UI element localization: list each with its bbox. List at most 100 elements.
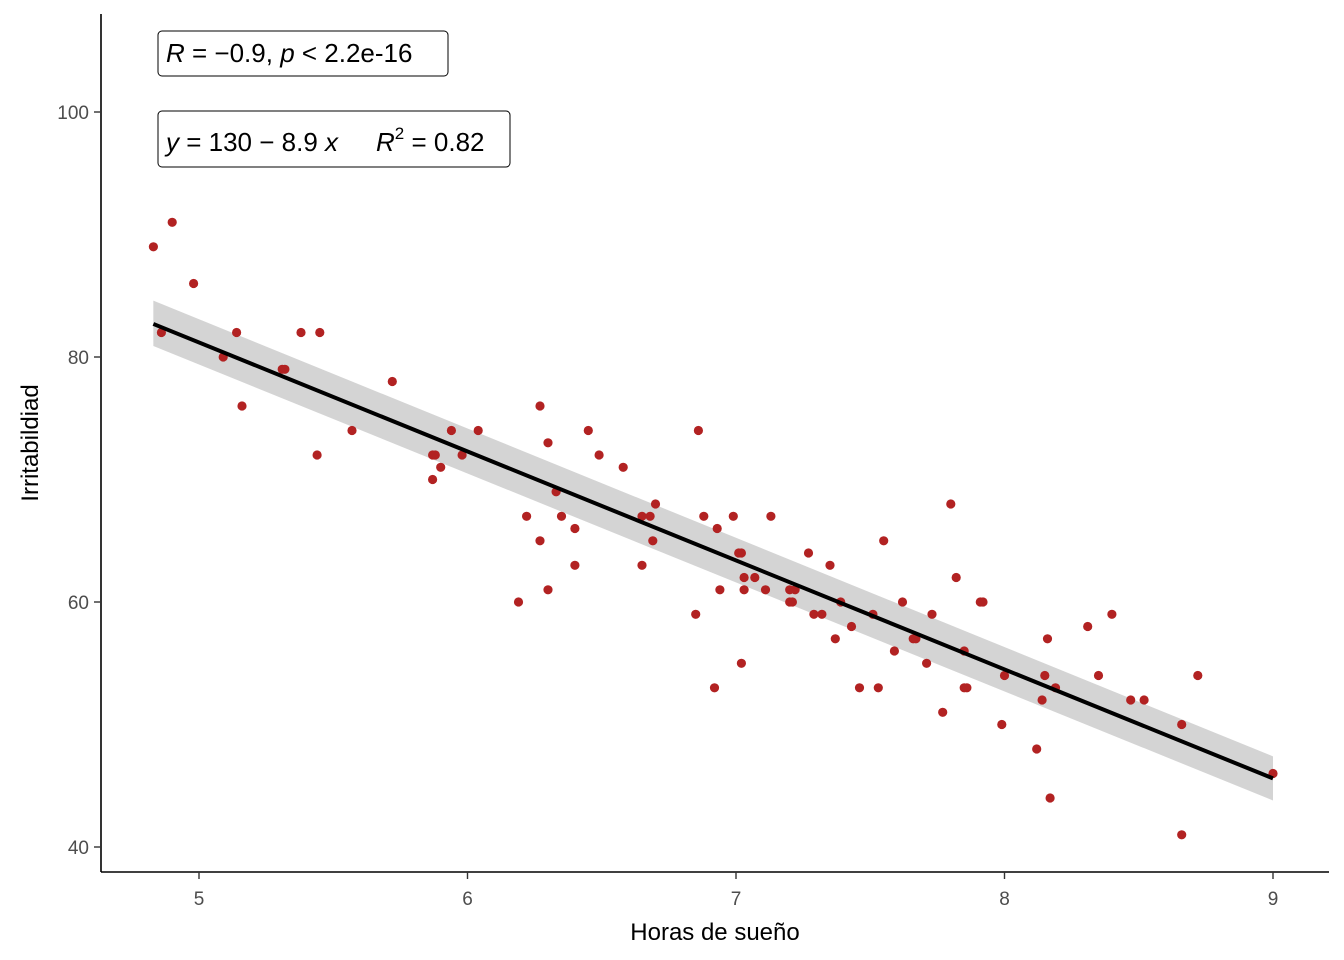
data-point bbox=[715, 585, 725, 595]
data-point bbox=[699, 511, 709, 521]
data-point bbox=[825, 560, 835, 570]
x-tick-label: 7 bbox=[731, 889, 742, 910]
data-point bbox=[347, 425, 357, 436]
eq-body: = 130 − 8.9 bbox=[179, 127, 325, 157]
equation-box bbox=[157, 110, 511, 168]
data-point bbox=[315, 327, 325, 338]
data-point bbox=[879, 536, 889, 546]
x-tick-label: 8 bbox=[999, 889, 1010, 910]
data-point bbox=[739, 572, 749, 583]
data-point bbox=[728, 511, 738, 521]
data-point bbox=[387, 376, 397, 387]
correlation-box bbox=[157, 30, 449, 77]
data-point bbox=[430, 450, 440, 460]
data-point bbox=[922, 658, 932, 668]
data-point bbox=[237, 401, 247, 411]
data-point bbox=[522, 511, 532, 521]
data-point bbox=[637, 511, 647, 521]
data-point bbox=[739, 585, 749, 595]
data-point bbox=[535, 536, 545, 546]
data-point bbox=[1177, 830, 1187, 840]
data-point bbox=[645, 511, 655, 521]
eq-r2-label: R bbox=[376, 127, 395, 157]
eq-r2-sup: 2 bbox=[395, 124, 404, 143]
data-point bbox=[736, 658, 747, 668]
data-point bbox=[1042, 634, 1053, 644]
x-ticks-layer: 5 6 7 8 9 bbox=[194, 872, 1279, 910]
data-point bbox=[803, 548, 814, 558]
data-points-layer bbox=[148, 217, 1278, 840]
data-point bbox=[736, 548, 747, 558]
data-point bbox=[962, 683, 972, 693]
data-point bbox=[951, 572, 961, 583]
data-point bbox=[938, 707, 948, 717]
x-tick-label: 5 bbox=[194, 889, 205, 910]
data-point bbox=[787, 597, 798, 607]
data-point bbox=[854, 683, 865, 693]
corr-p-value: < 2.2e-16 bbox=[295, 38, 413, 68]
regression-line bbox=[152, 322, 1274, 781]
data-point bbox=[312, 450, 322, 460]
data-point bbox=[543, 438, 553, 448]
data-point bbox=[594, 450, 604, 460]
data-point bbox=[809, 609, 819, 619]
data-point bbox=[1139, 695, 1149, 705]
data-point bbox=[189, 278, 199, 289]
data-point bbox=[889, 646, 900, 656]
data-point bbox=[1040, 670, 1050, 681]
data-point bbox=[428, 474, 438, 485]
y-axis-title: Irritabildiad bbox=[17, 384, 44, 501]
correlation-annotation: R = −0.9, p < 2.2e-16 bbox=[157, 30, 449, 77]
data-point bbox=[1037, 695, 1047, 705]
data-point bbox=[999, 670, 1010, 681]
data-point bbox=[766, 511, 776, 521]
svg-text:y = 130 − 8.9 x: y = 130 − 8.9 x bbox=[164, 127, 339, 157]
data-point bbox=[436, 462, 446, 472]
regression-line-layer bbox=[152, 322, 1274, 781]
data-point bbox=[583, 425, 593, 436]
data-point bbox=[1107, 609, 1117, 619]
data-point bbox=[846, 621, 857, 632]
data-point bbox=[997, 719, 1007, 730]
x-tick-label: 9 bbox=[1268, 889, 1279, 910]
data-point bbox=[712, 523, 722, 534]
corr-r-label: R bbox=[166, 38, 185, 68]
x-axis-title: Horas de sueño bbox=[630, 919, 799, 946]
data-point bbox=[1177, 719, 1187, 730]
eq-r2-value: = 0.82 bbox=[404, 127, 484, 157]
data-point bbox=[648, 536, 658, 546]
data-point bbox=[978, 597, 988, 607]
data-point bbox=[280, 364, 290, 374]
svg-text:R = −0.9, p < 2.2e-16: R = −0.9, p < 2.2e-16 bbox=[166, 38, 412, 68]
data-point bbox=[1083, 621, 1093, 632]
eq-y-label: y bbox=[164, 127, 181, 157]
data-point bbox=[691, 609, 701, 619]
corr-r-value: = −0.9, bbox=[185, 38, 280, 68]
data-point bbox=[148, 242, 158, 252]
data-point bbox=[296, 327, 306, 338]
y-ticks-layer: 40 60 80 100 bbox=[57, 103, 101, 859]
data-point bbox=[817, 609, 827, 619]
data-point bbox=[543, 585, 553, 595]
data-point bbox=[556, 511, 567, 521]
data-point bbox=[1193, 670, 1203, 681]
data-point bbox=[167, 217, 177, 227]
data-point bbox=[709, 683, 720, 693]
data-point bbox=[446, 425, 456, 436]
data-point bbox=[570, 523, 580, 534]
data-point bbox=[946, 499, 956, 509]
data-point bbox=[650, 499, 661, 509]
data-point bbox=[570, 560, 580, 570]
y-tick-label: 60 bbox=[68, 593, 89, 614]
data-point bbox=[897, 597, 908, 607]
corr-p-label: p bbox=[279, 38, 294, 68]
data-point bbox=[535, 401, 545, 411]
data-point bbox=[693, 425, 704, 436]
svg-text:R2 = 0.82: R2 = 0.82 bbox=[376, 124, 484, 157]
data-point bbox=[750, 572, 760, 583]
data-point bbox=[873, 683, 883, 693]
data-point bbox=[457, 450, 467, 460]
y-tick-label: 40 bbox=[68, 838, 89, 859]
data-point bbox=[637, 560, 647, 570]
